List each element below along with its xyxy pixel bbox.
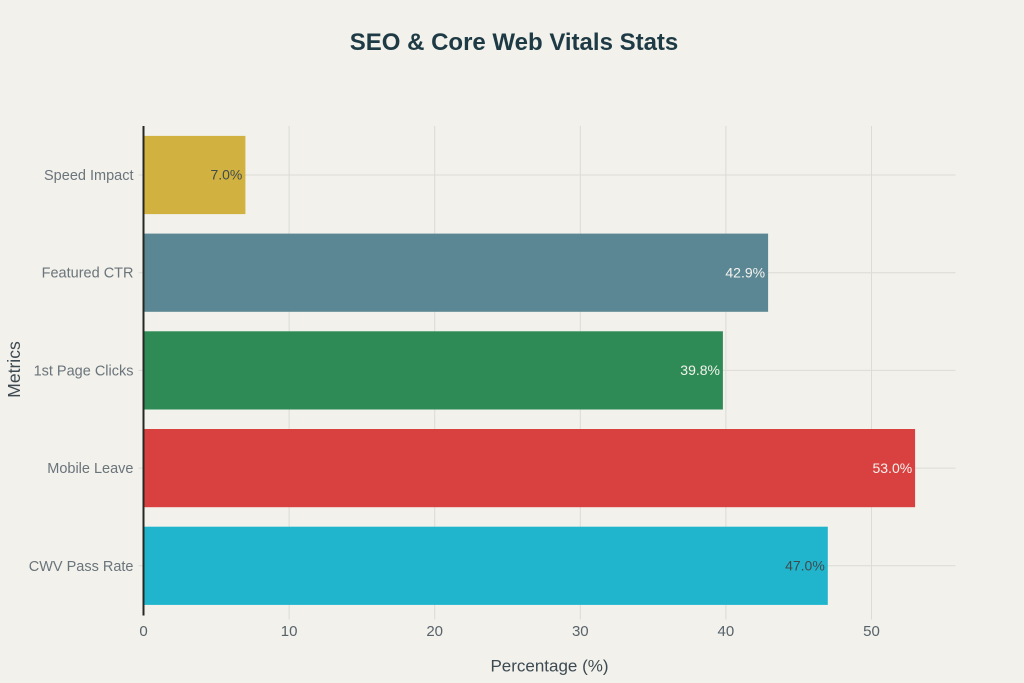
svg-text:53.0%: 53.0% [872, 460, 912, 476]
svg-text:47.0%: 47.0% [785, 558, 825, 574]
svg-text:SEO & Core Web Vitals Stats: SEO & Core Web Vitals Stats [350, 29, 679, 56]
svg-text:Percentage (%): Percentage (%) [490, 657, 608, 676]
svg-text:42.9%: 42.9% [725, 264, 765, 280]
svg-text:10: 10 [281, 623, 298, 640]
svg-text:CWV Pass Rate: CWV Pass Rate [29, 559, 134, 575]
svg-text:1st Page Clicks: 1st Page Clicks [34, 363, 134, 379]
svg-text:39.8%: 39.8% [680, 362, 720, 378]
svg-text:50: 50 [863, 623, 880, 640]
svg-text:0: 0 [139, 623, 147, 640]
svg-text:Metrics: Metrics [4, 341, 24, 398]
svg-text:7.0%: 7.0% [210, 167, 242, 183]
svg-text:Featured CTR: Featured CTR [42, 266, 134, 282]
svg-text:Speed Impact: Speed Impact [44, 168, 133, 184]
svg-text:Mobile Leave: Mobile Leave [47, 461, 133, 477]
svg-text:20: 20 [426, 623, 443, 640]
svg-text:40: 40 [718, 623, 735, 640]
svg-text:30: 30 [572, 623, 589, 640]
